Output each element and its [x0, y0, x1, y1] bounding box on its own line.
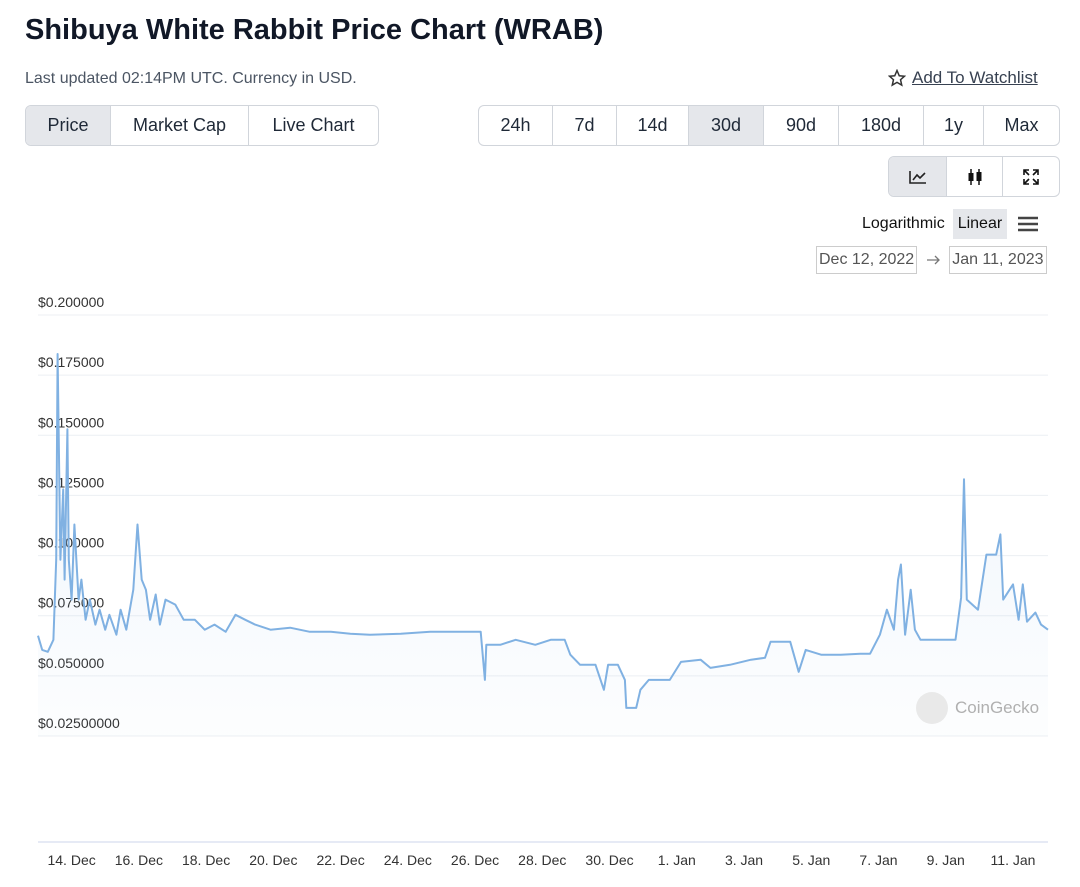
y-tick-label: $0.150000	[38, 414, 104, 430]
chart-style-group	[888, 156, 1060, 197]
line-icon	[908, 170, 926, 184]
line-chart-button[interactable]	[889, 157, 947, 196]
range-button[interactable]: 90d	[764, 106, 839, 145]
y-tick-label: $0.125000	[38, 474, 104, 490]
page-title: Shibuya White Rabbit Price Chart (WRAB)	[25, 14, 604, 46]
y-tick-label: $0.100000	[38, 535, 104, 551]
star-icon	[888, 69, 906, 87]
range-group: 24h 7d 14d 30d 90d 180d 1y Max	[478, 105, 1060, 146]
price-area	[38, 354, 1048, 736]
x-tick-label: 24. Dec	[384, 852, 432, 868]
watermark-logo	[916, 692, 948, 724]
x-tick-label: 26. Dec	[451, 852, 499, 868]
x-tick-label: 18. Dec	[182, 852, 230, 868]
range-button[interactable]: 1y	[924, 106, 984, 145]
y-tick-label: $0.200000	[38, 294, 104, 310]
range-button[interactable]: 24h	[479, 106, 553, 145]
watermark: CoinGecko	[955, 698, 1039, 717]
x-tick-label: 14. Dec	[47, 852, 95, 868]
x-tick-label: 5. Jan	[792, 852, 830, 868]
scale-toggle: Logarithmic Linear	[862, 209, 1039, 239]
tab-group: Price Market Cap Live Chart	[25, 105, 379, 146]
tab[interactable]: Price	[26, 106, 111, 145]
x-tick-label: 28. Dec	[518, 852, 566, 868]
watchlist-label: Add To Watchlist	[912, 68, 1038, 87]
price-line	[37, 353, 1049, 709]
candle-chart-button[interactable]	[947, 157, 1003, 196]
y-tick-label: $0.175000	[38, 354, 104, 370]
range-button[interactable]: 30d	[689, 106, 764, 145]
x-tick-label: 1. Jan	[658, 852, 696, 868]
date-from[interactable]: Dec 12, 2022	[816, 246, 918, 274]
range-button[interactable]: Max	[1004, 115, 1039, 135]
date-to[interactable]: Jan 11, 2023	[949, 246, 1047, 274]
arrow-icon	[927, 255, 941, 265]
x-tick-label: 9. Jan	[927, 852, 965, 868]
fullscreen-button[interactable]	[1003, 157, 1059, 196]
x-tick-label: 3. Jan	[725, 852, 763, 868]
tab[interactable]: Market Cap	[111, 106, 249, 145]
x-tick-label: 22. Dec	[316, 852, 364, 868]
x-tick-label: 20. Dec	[249, 852, 297, 868]
range-button[interactable]: 7d	[553, 106, 617, 145]
scale-option[interactable]: Logarithmic	[862, 215, 945, 232]
date-range: Dec 12, 2022 Jan 11, 2023	[816, 246, 1047, 274]
expand-icon	[1023, 168, 1039, 185]
x-tick-label: 7. Jan	[859, 852, 897, 868]
x-tick-label: 30. Dec	[585, 852, 633, 868]
scale-option[interactable]: Linear	[952, 209, 1008, 239]
menu-icon[interactable]	[1017, 216, 1039, 232]
x-tick-label: 16. Dec	[115, 852, 163, 868]
watchlist-button[interactable]: Add To Watchlist	[888, 68, 1038, 88]
last-updated: Last updated 02:14PM UTC. Currency in US…	[25, 70, 357, 87]
range-button[interactable]: 14d	[617, 106, 689, 145]
range-button[interactable]: 180d	[839, 106, 924, 145]
candle-icon	[968, 168, 981, 185]
x-tick-label: 11. Jan	[991, 852, 1036, 868]
tab[interactable]: Live Chart	[272, 115, 355, 135]
